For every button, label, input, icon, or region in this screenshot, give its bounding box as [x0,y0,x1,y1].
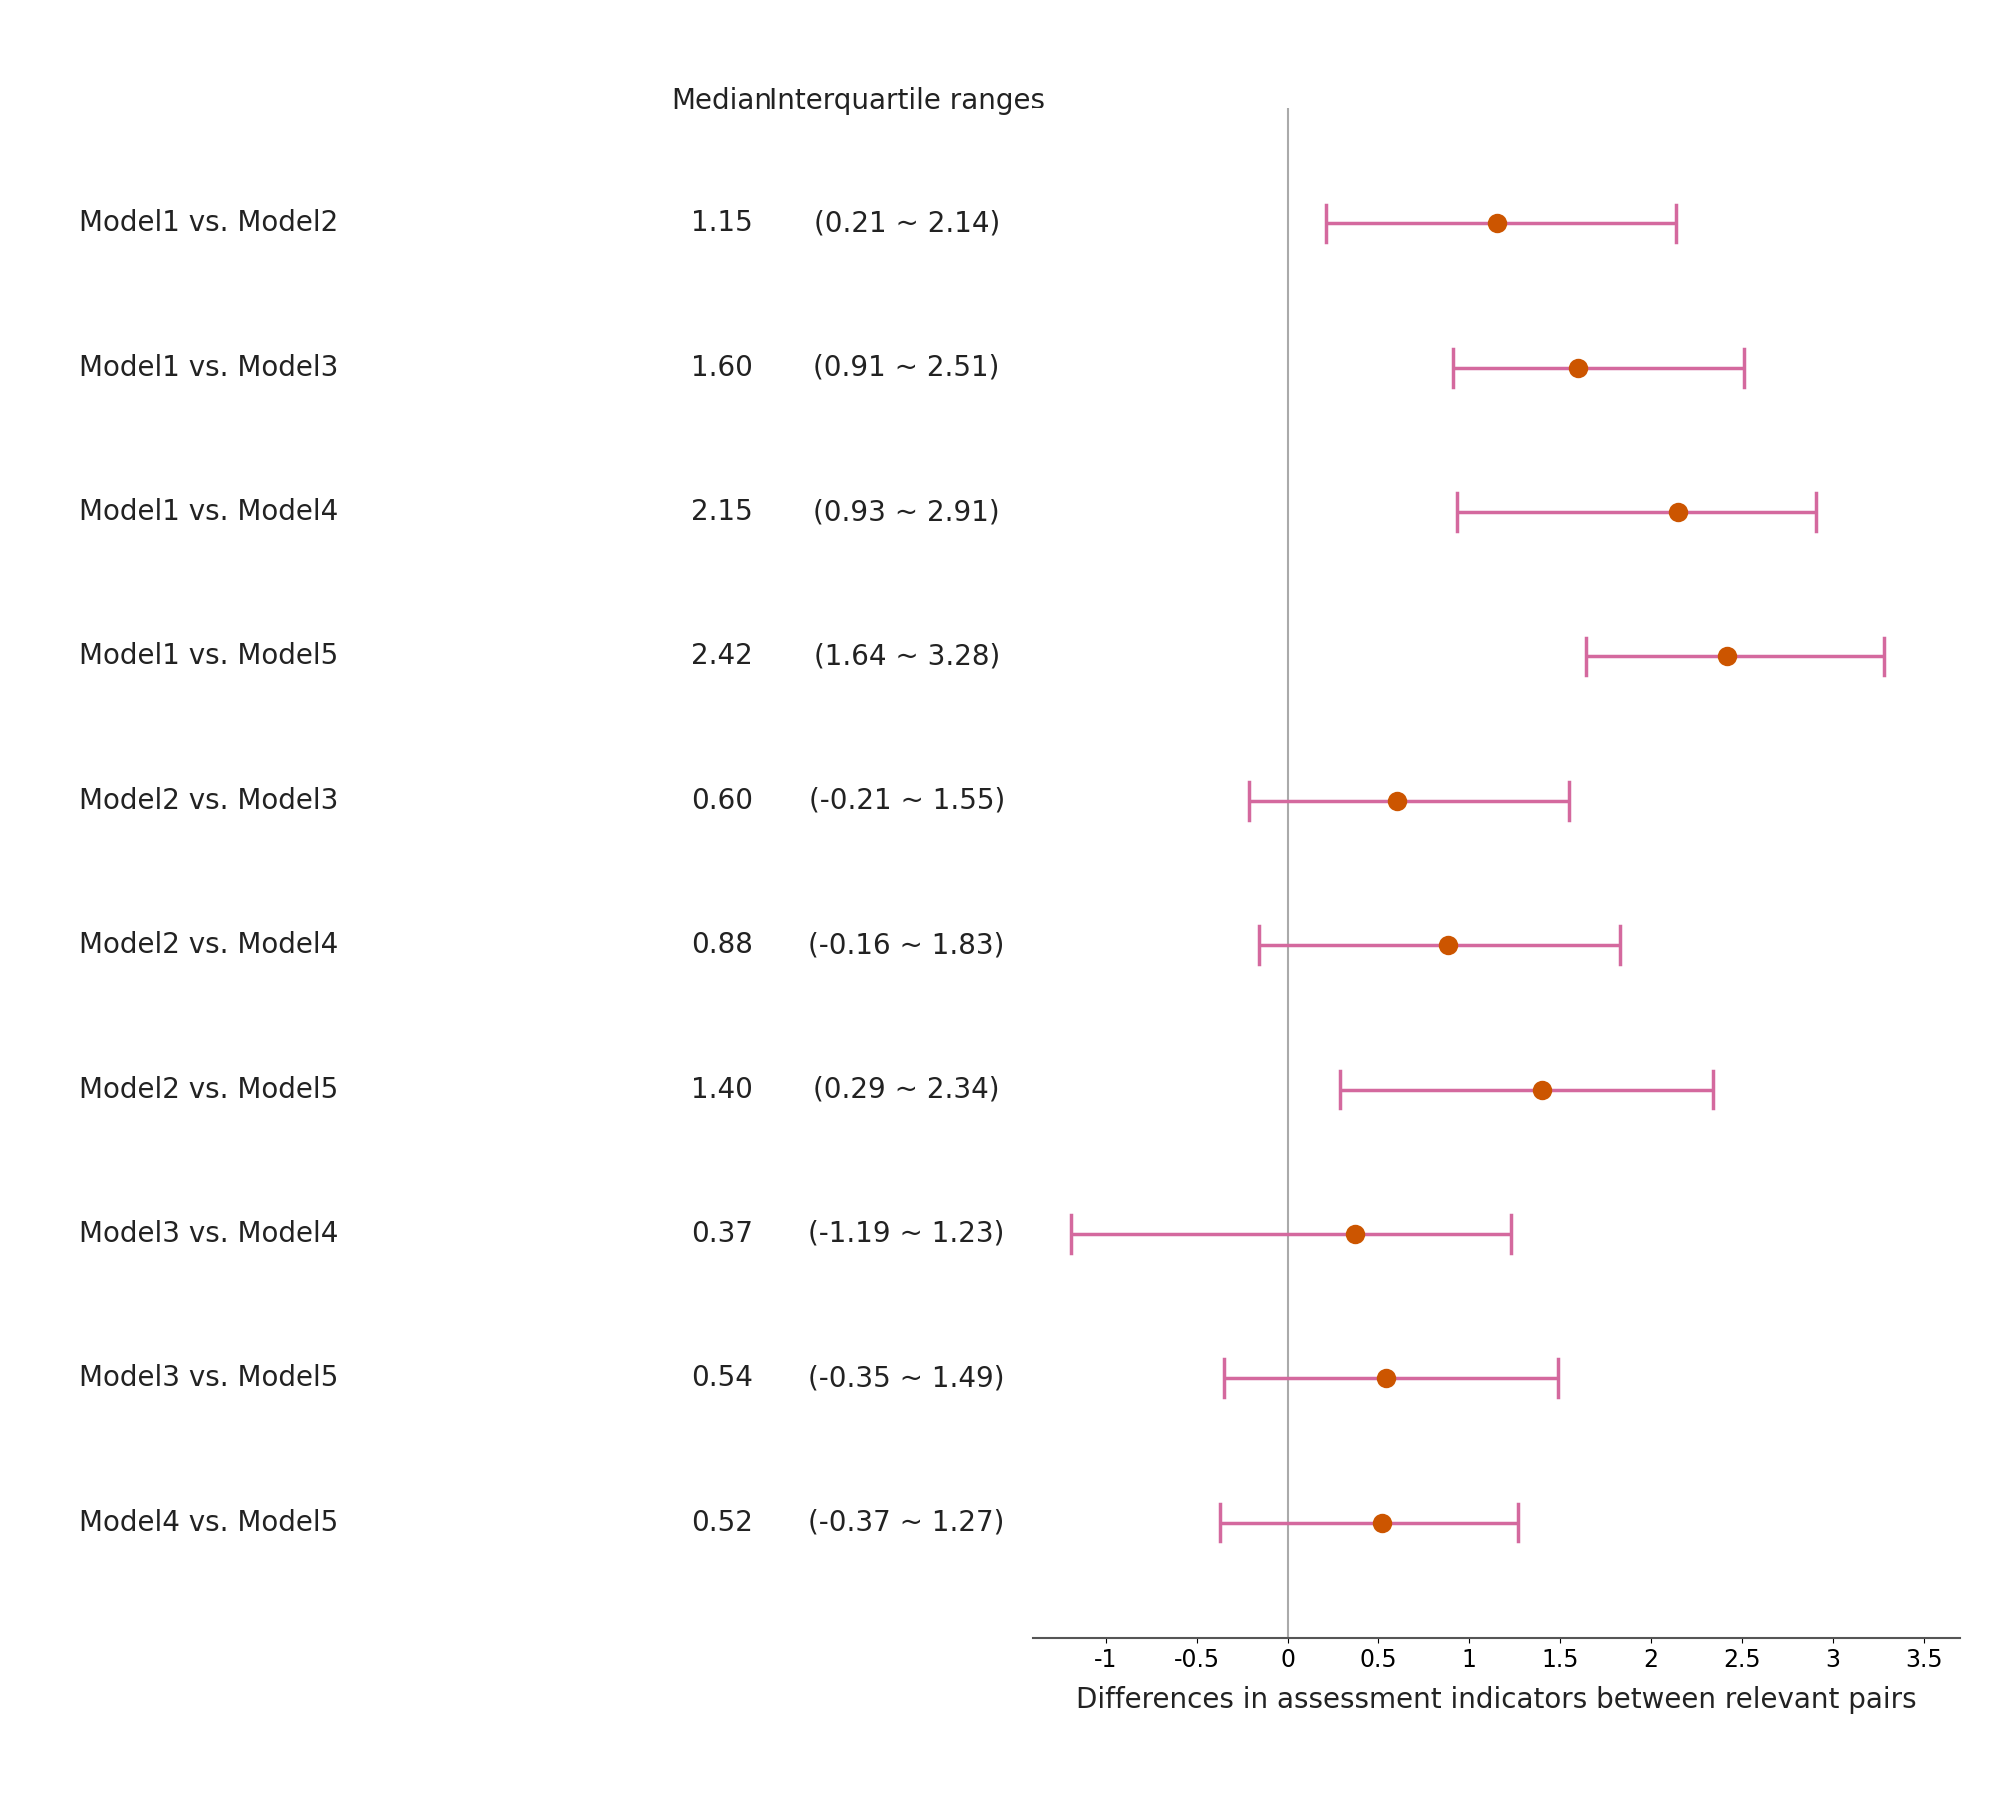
Text: Model1 vs. Model2: Model1 vs. Model2 [80,209,338,238]
Text: (-0.35 ~ 1.49): (-0.35 ~ 1.49) [808,1364,1004,1391]
Text: (0.91 ~ 2.51): (0.91 ~ 2.51) [814,355,1000,382]
Text: 1.15: 1.15 [690,209,752,238]
X-axis label: Differences in assessment indicators between relevant pairs: Differences in assessment indicators bet… [1076,1685,1916,1714]
Text: 1.40: 1.40 [690,1076,752,1103]
Text: Model1 vs. Model5: Model1 vs. Model5 [80,643,338,670]
Text: Model1 vs. Model4: Model1 vs. Model4 [80,499,338,526]
Text: Model3 vs. Model4: Model3 vs. Model4 [80,1220,338,1247]
Text: Model2 vs. Model3: Model2 vs. Model3 [80,787,338,815]
Text: 0.60: 0.60 [690,787,752,815]
Text: 0.54: 0.54 [690,1364,752,1391]
Text: (0.29 ~ 2.34): (0.29 ~ 2.34) [814,1076,1000,1103]
Text: Model3 vs. Model5: Model3 vs. Model5 [80,1364,338,1391]
Text: 2.15: 2.15 [690,499,752,526]
Text: 0.88: 0.88 [690,931,752,959]
Text: 0.37: 0.37 [690,1220,752,1247]
Text: (0.93 ~ 2.91): (0.93 ~ 2.91) [814,499,1000,526]
Text: Interquartile ranges: Interquartile ranges [768,86,1044,115]
Text: (1.64 ~ 3.28): (1.64 ~ 3.28) [814,643,1000,670]
Text: (-0.37 ~ 1.27): (-0.37 ~ 1.27) [808,1508,1004,1537]
Text: (0.21 ~ 2.14): (0.21 ~ 2.14) [814,209,1000,238]
Text: (-1.19 ~ 1.23): (-1.19 ~ 1.23) [808,1220,1004,1247]
Text: Model2 vs. Model5: Model2 vs. Model5 [80,1076,338,1103]
Text: Model1 vs. Model3: Model1 vs. Model3 [80,355,338,382]
Text: 0.52: 0.52 [690,1508,752,1537]
Text: Model4 vs. Model5: Model4 vs. Model5 [80,1508,338,1537]
Text: (-0.21 ~ 1.55): (-0.21 ~ 1.55) [808,787,1004,815]
Text: 2.42: 2.42 [690,643,752,670]
Text: Median: Median [672,86,772,115]
Text: (-0.16 ~ 1.83): (-0.16 ~ 1.83) [808,931,1004,959]
Text: 1.60: 1.60 [690,355,752,382]
Text: Model2 vs. Model4: Model2 vs. Model4 [80,931,338,959]
